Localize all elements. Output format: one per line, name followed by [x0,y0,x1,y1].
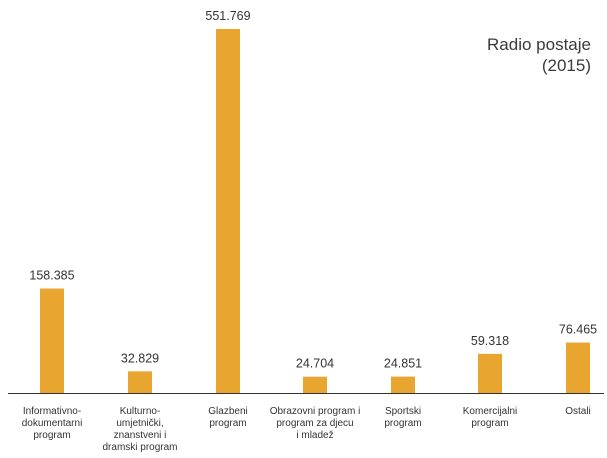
value-label-6: 76.465 [559,323,597,337]
category-label-4-line-0: Sportski [384,406,422,417]
category-label-5: Komercijalni program [440,406,540,430]
value-label-1: 32.829 [121,351,159,365]
category-label-0: Informativno-dokumentarni program [2,406,102,442]
category-label-2-line-0: Glazbeni [208,406,248,417]
bar-4 [391,376,415,393]
category-label-0-line-2: program [33,430,71,441]
category-label-0-line-1: dokumentarni [21,418,83,429]
chart-title-line-1: Radio postaje [487,35,591,54]
category-label-1-line-1: umjetnički, [116,418,164,429]
category-label-3-line-1: program za djecu [276,418,354,429]
category-label-5-line-1: program [471,418,509,429]
value-label-5: 59.318 [471,334,509,348]
bar-2 [216,29,240,393]
category-label-3-line-0: Obrazovni program i [269,406,361,417]
chart-title: Radio postaje (2015) [487,34,591,76]
category-label-4: Sportski program [353,406,453,430]
bar-6 [566,342,590,393]
value-label-3: 24.704 [296,357,334,371]
chart-title-line-2: (2015) [541,56,591,75]
category-label-3: Obrazovni program i program za djecu i mla… [265,406,365,442]
value-label-4: 24.851 [384,357,422,371]
bar-1 [128,371,152,393]
category-label-6-line-0: Ostali [565,406,591,417]
category-label-1-line-0: Kulturno- [119,406,161,417]
category-label-1: Kulturno-umjetnički, znanstveni i dramski … [90,406,190,454]
bar-3 [303,376,327,393]
category-label-0-line-0: Informativno- [22,406,82,417]
bar-0 [40,288,64,393]
category-label-3-line-2: i mladež [296,430,334,441]
category-label-6: Ostali [528,406,607,418]
category-label-2: Glazbeni program [178,406,278,430]
category-label-1-line-2: znanstveni i [113,430,167,441]
value-label-2: 551.769 [205,9,250,23]
category-label-1-line-3: dramski program [102,442,178,453]
category-label-5-line-0: Komercijalni [462,406,518,417]
category-label-4-line-1: program [384,418,422,429]
value-label-0: 158.385 [29,269,74,283]
bar-5 [478,353,502,393]
category-label-2-line-1: program [209,418,247,429]
